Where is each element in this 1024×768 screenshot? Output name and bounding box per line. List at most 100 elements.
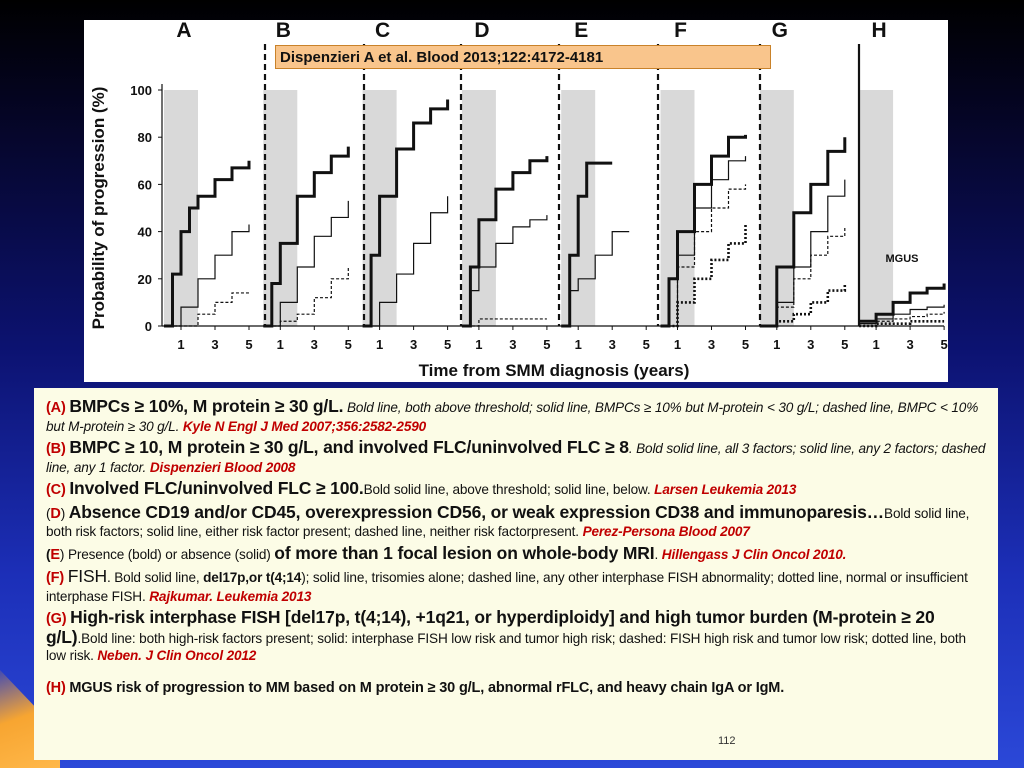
x-tick-label: 5 bbox=[940, 337, 947, 352]
x-tick-label: 3 bbox=[807, 337, 814, 352]
series-f-bold bbox=[660, 134, 747, 328]
legend-label-d-close: ) bbox=[60, 505, 66, 521]
legend-pre-e: Presence (bold) or absence (solid) bbox=[67, 546, 271, 562]
legend-ref-e: Hillengass J Clin Oncol 2010. bbox=[661, 546, 847, 562]
slide-number: 112 bbox=[718, 735, 736, 747]
legend-item-g: (G) High-risk interphase FISH [del17p, t… bbox=[46, 607, 986, 665]
legend-head-g: High-risk interphase FISH [del17p, t(4;1… bbox=[46, 607, 935, 647]
panel-band-h bbox=[859, 90, 894, 326]
legend-desc-g: .Bold line: both high-risk factors prese… bbox=[46, 630, 966, 664]
mgus-label: MGUS bbox=[886, 253, 919, 265]
legend-desc-d: Bold solid line, both risk factors; soli… bbox=[46, 505, 970, 540]
x-tick-label: 3 bbox=[311, 337, 318, 352]
legend-desc-c: Bold solid line, above threshold; solid … bbox=[363, 482, 651, 497]
legend-head-c: Involved FLC/uninvolved FLC ≥ 100. bbox=[69, 478, 364, 498]
x-tick-label: 3 bbox=[906, 337, 913, 352]
series-h-bold bbox=[859, 283, 946, 323]
series-d-solid bbox=[461, 215, 548, 327]
legend-label-e-open: ( bbox=[46, 546, 51, 562]
x-tick-label: 1 bbox=[773, 337, 780, 352]
panel-letter-b: B bbox=[276, 20, 291, 42]
legend-label-b: (B) bbox=[46, 441, 66, 457]
figure-svg: 0 20 40 60 80 100 Probability of progression (… bbox=[89, 20, 948, 380]
legend-ref-f: Rajkumar. Leukemia 2013 bbox=[149, 588, 312, 604]
x-tick-label: 3 bbox=[509, 337, 516, 352]
legend-ref-d: Perez-Persona Blood 2007 bbox=[582, 524, 750, 539]
panel-band-b bbox=[263, 90, 298, 326]
x-tick-label: 3 bbox=[211, 337, 218, 352]
legend-desc-a: Bold line, both above threshold; solid l… bbox=[46, 400, 979, 434]
legend-item-h: (H) MGUS risk of progression to MM based… bbox=[46, 679, 986, 698]
legend-ref-g: Neben. J Clin Oncol 2012 bbox=[97, 648, 257, 663]
legend-label-d-open: ( bbox=[46, 505, 51, 521]
legend-desc-b: . Bold solid line, all 3 factors; solid … bbox=[46, 441, 986, 475]
legend-item-a: (A) BMPCs ≥ 10%, M protein ≥ 30 g/L. Bol… bbox=[46, 396, 986, 435]
series-h-dotted bbox=[859, 319, 945, 328]
x-tick-label: 5 bbox=[444, 337, 451, 352]
x-tick-label: 5 bbox=[543, 337, 550, 352]
figure-legend: (A) BMPCs ≥ 10%, M protein ≥ 30 g/L. Bol… bbox=[34, 388, 998, 760]
series-g-bold bbox=[759, 137, 847, 328]
panel-letter-e: E bbox=[574, 20, 588, 42]
x-tick-label: 1 bbox=[872, 337, 879, 352]
legend-label-f: (F) bbox=[46, 570, 65, 586]
series-b-dashed bbox=[263, 267, 349, 327]
legend-label-e-close: ) bbox=[59, 546, 65, 562]
series-c-bold bbox=[362, 99, 450, 328]
x-tick-label: 3 bbox=[708, 337, 715, 352]
series-d-bold bbox=[461, 156, 549, 328]
panel-letter-f: F bbox=[674, 20, 687, 42]
legend-label-h: (H) bbox=[46, 679, 66, 696]
legend-ref-a: Kyle N Engl J Med 2007;356:2582-2590 bbox=[182, 418, 427, 434]
series-c-solid bbox=[362, 196, 449, 327]
legend-head-a: BMPCs ≥ 10%, M protein ≥ 30 g/L. bbox=[69, 396, 344, 416]
y-tick-label: 20 bbox=[138, 272, 152, 287]
legend-item-b: (B) BMPC ≥ 10, M protein ≥ 30 g/L, and i… bbox=[46, 437, 986, 476]
x-tick-label: 3 bbox=[609, 337, 616, 352]
legend-head-f: FISH bbox=[67, 566, 107, 586]
y-tick-label: 0 bbox=[145, 319, 152, 334]
panel-letter-c: C bbox=[375, 20, 390, 42]
x-tick-label: 1 bbox=[177, 337, 184, 352]
legend-label-c: (C) bbox=[46, 482, 66, 498]
legend-ref-b: Dispenzieri Blood 2008 bbox=[149, 459, 296, 475]
series-f-dashed bbox=[660, 184, 747, 327]
legend-head-h: MGUS risk of progression to MM based on … bbox=[69, 679, 785, 696]
y-tick-label: 40 bbox=[138, 225, 152, 240]
legend-head-b: BMPC ≥ 10, M protein ≥ 30 g/L, and invol… bbox=[69, 437, 629, 457]
legend-head-e: of more than 1 focal lesion on whole-bod… bbox=[274, 542, 655, 563]
series-a-bold bbox=[164, 160, 251, 328]
x-tick-label: 1 bbox=[277, 337, 284, 352]
series-g-dotted bbox=[759, 283, 847, 328]
x-tick-label: 3 bbox=[410, 337, 417, 352]
panel-letter-g: G bbox=[772, 20, 788, 42]
x-tick-label: 5 bbox=[345, 337, 352, 352]
legend-bold-f: del17p,or t(4;14 bbox=[203, 570, 302, 585]
legend-post-e: . bbox=[654, 546, 659, 562]
kaplan-meier-figure: 0 20 40 60 80 100 Probability of progression (… bbox=[84, 20, 948, 382]
legend-desc-f2: ); solid line, trisomies alone; dashed l… bbox=[46, 570, 968, 604]
series-f-solid bbox=[660, 156, 747, 327]
x-tick-label: 5 bbox=[245, 337, 252, 352]
x-tick-label: 1 bbox=[575, 337, 582, 352]
legend-label-d: D bbox=[50, 505, 61, 522]
legend-label-g: (G) bbox=[46, 611, 67, 627]
x-axis-title: Time from SMM diagnosis (years) bbox=[419, 361, 690, 380]
x-tick-label: 5 bbox=[841, 337, 848, 352]
x-tick-label: 1 bbox=[376, 337, 383, 352]
series-h-dashed bbox=[859, 311, 945, 325]
panel-letter-a: A bbox=[176, 20, 191, 42]
series-e-solid bbox=[561, 231, 630, 327]
legend-item-e: (E) Presence (bold) or absence (solid) o… bbox=[46, 542, 986, 565]
series-a-solid bbox=[164, 224, 250, 327]
y-tick-label: 80 bbox=[138, 130, 152, 145]
legend-label-a: (A) bbox=[46, 400, 66, 416]
x-tick-label: 5 bbox=[643, 337, 650, 352]
legend-desc-f1: . Bold solid line, bbox=[106, 570, 200, 585]
series-b-solid bbox=[263, 200, 349, 327]
legend-item-c: (C) Involved FLC/uninvolved FLC ≥ 100.Bo… bbox=[46, 478, 986, 500]
x-tick-label: 1 bbox=[674, 337, 681, 352]
y-tick-label: 100 bbox=[130, 83, 152, 98]
legend-item-f: (F) FISH. Bold solid line, del17p,or t(4… bbox=[46, 566, 986, 605]
y-axis-title: Probability of progression (%) bbox=[89, 87, 108, 330]
